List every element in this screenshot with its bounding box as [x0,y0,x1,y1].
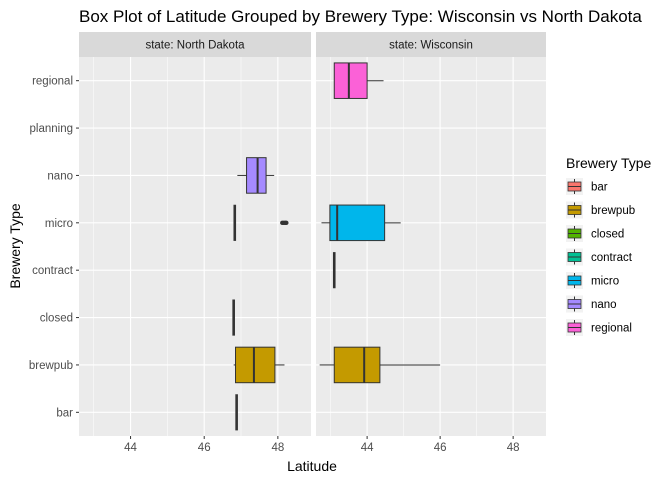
facet-strip [316,32,546,57]
y-axis-title: Brewery Type [7,203,23,289]
facet-strip-label: state: North Dakota [145,40,245,52]
x-tick-label: 44 [361,442,374,454]
legend-label: contract [591,252,633,264]
y-tick-label: regional [32,76,73,88]
box-regional [333,62,384,99]
legend-label: nano [591,299,617,311]
legend-item-brewpub: brewpub [566,201,635,219]
y-tick-label: bar [56,407,73,419]
y-axis: bar brewpub closed contract micro nano plannin… [29,76,79,419]
y-tick-label: micro [45,218,73,230]
box-brewpub [319,346,441,384]
facet-panel: state: North Dakota 44 46 48 [79,32,311,454]
facet-panel: state: Wisconsin 44 46 48 [316,32,546,454]
facet-strip [79,32,311,57]
y-tick-label: planning [30,123,73,135]
box-iqr [329,204,386,242]
box-iqr [232,299,235,336]
legend: bar brewpub closed contract micro nano regiona… [566,178,635,336]
box-brewpub [233,346,285,384]
legend-item-bar: bar [566,178,608,195]
outlier-point [284,220,289,226]
box-micro [321,204,401,242]
legend-label: brewpub [591,205,635,217]
x-axis-title: Latitude [287,458,337,474]
box-micro [233,204,289,241]
legend-label: micro [591,276,619,288]
box-nano [237,157,275,194]
legend-label: bar [591,182,608,194]
legend-item-contract: contract [566,248,633,266]
facet-strip-label: state: Wisconsin [389,40,473,52]
y-tick-label: contract [32,265,74,277]
box-iqr [332,252,336,289]
legend-item-micro: micro [566,272,619,289]
box-iqr [235,394,238,431]
y-tick-label: brewpub [29,360,73,372]
legend-item-nano: nano [566,295,617,313]
y-tick-label: closed [40,313,73,325]
chart-title: Box Plot of Latitude Grouped by Brewery … [79,7,642,26]
legend-label: regional [591,323,632,335]
x-tick-label: 48 [507,442,520,454]
box-closed [232,299,235,336]
box-iqr [233,204,237,241]
panel-background [79,57,311,436]
legend-label: closed [591,229,624,241]
box-iqr [333,346,381,384]
box-iqr [235,346,276,384]
x-tick-label: 44 [124,442,137,454]
box-bar [235,394,238,431]
box-iqr [333,62,368,99]
box-iqr [246,157,267,194]
legend-item-closed: closed [566,225,624,242]
x-tick-label: 48 [271,442,284,454]
legend-item-regional: regional [566,319,632,336]
x-tick-label: 46 [434,442,447,454]
box-contract [332,252,336,289]
y-tick-label: nano [47,170,73,182]
x-tick-label: 46 [198,442,211,454]
legend-title: Brewery Type [566,155,652,171]
